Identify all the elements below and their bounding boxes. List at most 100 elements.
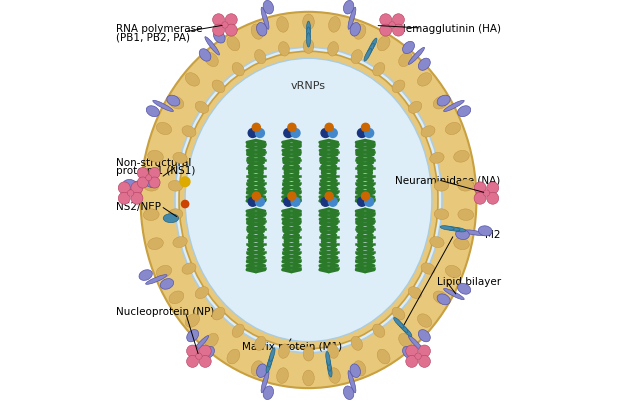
Circle shape xyxy=(118,182,130,194)
Ellipse shape xyxy=(257,23,267,37)
Circle shape xyxy=(291,129,300,138)
Ellipse shape xyxy=(329,17,341,33)
Ellipse shape xyxy=(182,263,196,275)
Ellipse shape xyxy=(167,96,180,107)
Circle shape xyxy=(362,124,370,132)
Ellipse shape xyxy=(437,96,450,107)
Text: Lipid bilayer: Lipid bilayer xyxy=(437,276,500,286)
Ellipse shape xyxy=(453,238,470,250)
Ellipse shape xyxy=(328,43,339,57)
Ellipse shape xyxy=(193,336,209,353)
Ellipse shape xyxy=(444,289,464,300)
Ellipse shape xyxy=(399,53,412,67)
Text: Non-structural: Non-structural xyxy=(117,157,192,167)
Ellipse shape xyxy=(276,368,288,384)
Ellipse shape xyxy=(348,8,356,30)
Text: RNA polymerase: RNA polymerase xyxy=(117,24,203,34)
Circle shape xyxy=(252,124,260,132)
Ellipse shape xyxy=(227,37,240,52)
Circle shape xyxy=(199,356,211,367)
Circle shape xyxy=(325,193,333,201)
Ellipse shape xyxy=(227,349,240,364)
Ellipse shape xyxy=(185,74,199,87)
Ellipse shape xyxy=(326,357,331,371)
Ellipse shape xyxy=(351,51,362,64)
Ellipse shape xyxy=(402,326,412,337)
Circle shape xyxy=(415,353,421,360)
Ellipse shape xyxy=(263,1,273,15)
Circle shape xyxy=(365,198,374,207)
Ellipse shape xyxy=(232,324,244,337)
Circle shape xyxy=(483,190,490,197)
Ellipse shape xyxy=(182,126,196,138)
Ellipse shape xyxy=(146,107,159,117)
Ellipse shape xyxy=(373,324,385,337)
Circle shape xyxy=(328,129,337,138)
Circle shape xyxy=(474,182,486,194)
Ellipse shape xyxy=(458,209,474,221)
Ellipse shape xyxy=(173,237,188,248)
Ellipse shape xyxy=(452,228,466,232)
Ellipse shape xyxy=(187,330,199,342)
Ellipse shape xyxy=(370,39,377,52)
Ellipse shape xyxy=(307,22,310,36)
Ellipse shape xyxy=(123,180,136,190)
Ellipse shape xyxy=(143,209,159,221)
Ellipse shape xyxy=(377,37,390,52)
Ellipse shape xyxy=(270,348,275,362)
Ellipse shape xyxy=(402,42,415,54)
Text: Hemagglutinin (HA): Hemagglutinin (HA) xyxy=(398,24,500,34)
Ellipse shape xyxy=(303,15,314,31)
Ellipse shape xyxy=(276,17,288,33)
Circle shape xyxy=(288,124,296,132)
Circle shape xyxy=(252,193,260,201)
Ellipse shape xyxy=(130,182,153,186)
Circle shape xyxy=(131,193,143,205)
Circle shape xyxy=(362,193,370,201)
Ellipse shape xyxy=(139,270,152,281)
Ellipse shape xyxy=(453,151,470,163)
Ellipse shape xyxy=(434,181,449,192)
Text: Nucleoprotein (NP): Nucleoprotein (NP) xyxy=(117,307,215,316)
Ellipse shape xyxy=(169,97,184,110)
Circle shape xyxy=(248,198,257,207)
Ellipse shape xyxy=(303,40,314,54)
Ellipse shape xyxy=(212,81,225,94)
Circle shape xyxy=(321,198,330,207)
Circle shape xyxy=(365,129,374,138)
Circle shape xyxy=(418,345,431,357)
Ellipse shape xyxy=(344,1,354,15)
Circle shape xyxy=(137,168,148,179)
Circle shape xyxy=(357,129,366,138)
Ellipse shape xyxy=(173,153,188,164)
Ellipse shape xyxy=(268,354,273,367)
Circle shape xyxy=(149,168,160,179)
Ellipse shape xyxy=(458,107,471,117)
Ellipse shape xyxy=(408,102,422,114)
Circle shape xyxy=(255,129,265,138)
Ellipse shape xyxy=(212,307,225,320)
Ellipse shape xyxy=(446,227,460,231)
Ellipse shape xyxy=(199,49,211,62)
Ellipse shape xyxy=(455,230,470,240)
Ellipse shape xyxy=(366,44,375,57)
Ellipse shape xyxy=(344,386,354,400)
Ellipse shape xyxy=(354,361,366,376)
Ellipse shape xyxy=(392,81,405,94)
Ellipse shape xyxy=(205,334,218,347)
Ellipse shape xyxy=(261,371,269,393)
Circle shape xyxy=(284,198,292,207)
Ellipse shape xyxy=(213,32,225,44)
Ellipse shape xyxy=(408,48,424,65)
Ellipse shape xyxy=(195,102,209,114)
Circle shape xyxy=(137,177,148,189)
Circle shape xyxy=(321,129,330,138)
Ellipse shape xyxy=(445,123,461,135)
Ellipse shape xyxy=(160,279,173,290)
Ellipse shape xyxy=(185,314,199,328)
Ellipse shape xyxy=(266,359,271,373)
Ellipse shape xyxy=(232,64,244,77)
Ellipse shape xyxy=(255,337,266,350)
Ellipse shape xyxy=(147,151,164,163)
Circle shape xyxy=(213,15,225,27)
